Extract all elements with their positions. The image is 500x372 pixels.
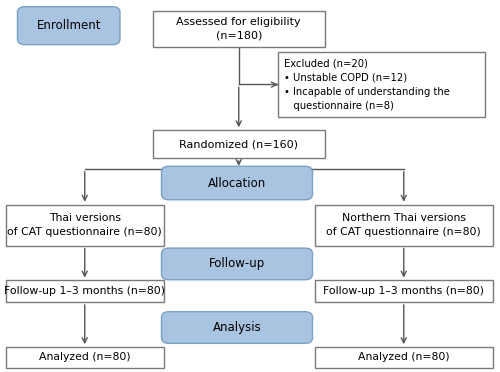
FancyBboxPatch shape [6, 347, 164, 368]
FancyBboxPatch shape [18, 7, 120, 45]
Text: Follow-up 1–3 months (n=80): Follow-up 1–3 months (n=80) [4, 286, 165, 296]
FancyBboxPatch shape [6, 280, 164, 302]
FancyBboxPatch shape [315, 280, 492, 302]
Text: Enrollment: Enrollment [36, 19, 101, 32]
Text: Analysis: Analysis [212, 321, 262, 334]
Text: Allocation: Allocation [208, 177, 266, 189]
FancyBboxPatch shape [162, 248, 312, 280]
FancyBboxPatch shape [315, 347, 492, 368]
Text: Excluded (n=20)
• Unstable COPD (n=12)
• Incapable of understanding the
   quest: Excluded (n=20) • Unstable COPD (n=12) •… [284, 59, 450, 110]
FancyBboxPatch shape [152, 130, 325, 158]
Text: Assessed for eligibility
(n=180): Assessed for eligibility (n=180) [176, 17, 301, 41]
Text: Analyzed (n=80): Analyzed (n=80) [39, 352, 130, 362]
Text: Randomized (n=160): Randomized (n=160) [179, 139, 298, 149]
FancyBboxPatch shape [162, 312, 312, 343]
Text: Follow-up: Follow-up [209, 257, 265, 270]
FancyBboxPatch shape [278, 52, 485, 117]
Text: Northern Thai versions
of CAT questionnaire (n=80): Northern Thai versions of CAT questionna… [326, 213, 481, 237]
Text: Follow-up 1–3 months (n=80): Follow-up 1–3 months (n=80) [323, 286, 484, 296]
FancyBboxPatch shape [152, 11, 325, 46]
Text: Thai versions
of CAT questionnaire (n=80): Thai versions of CAT questionnaire (n=80… [8, 213, 162, 237]
FancyBboxPatch shape [315, 205, 492, 246]
FancyBboxPatch shape [6, 205, 164, 246]
Text: Analyzed (n=80): Analyzed (n=80) [358, 352, 450, 362]
FancyBboxPatch shape [162, 166, 312, 200]
